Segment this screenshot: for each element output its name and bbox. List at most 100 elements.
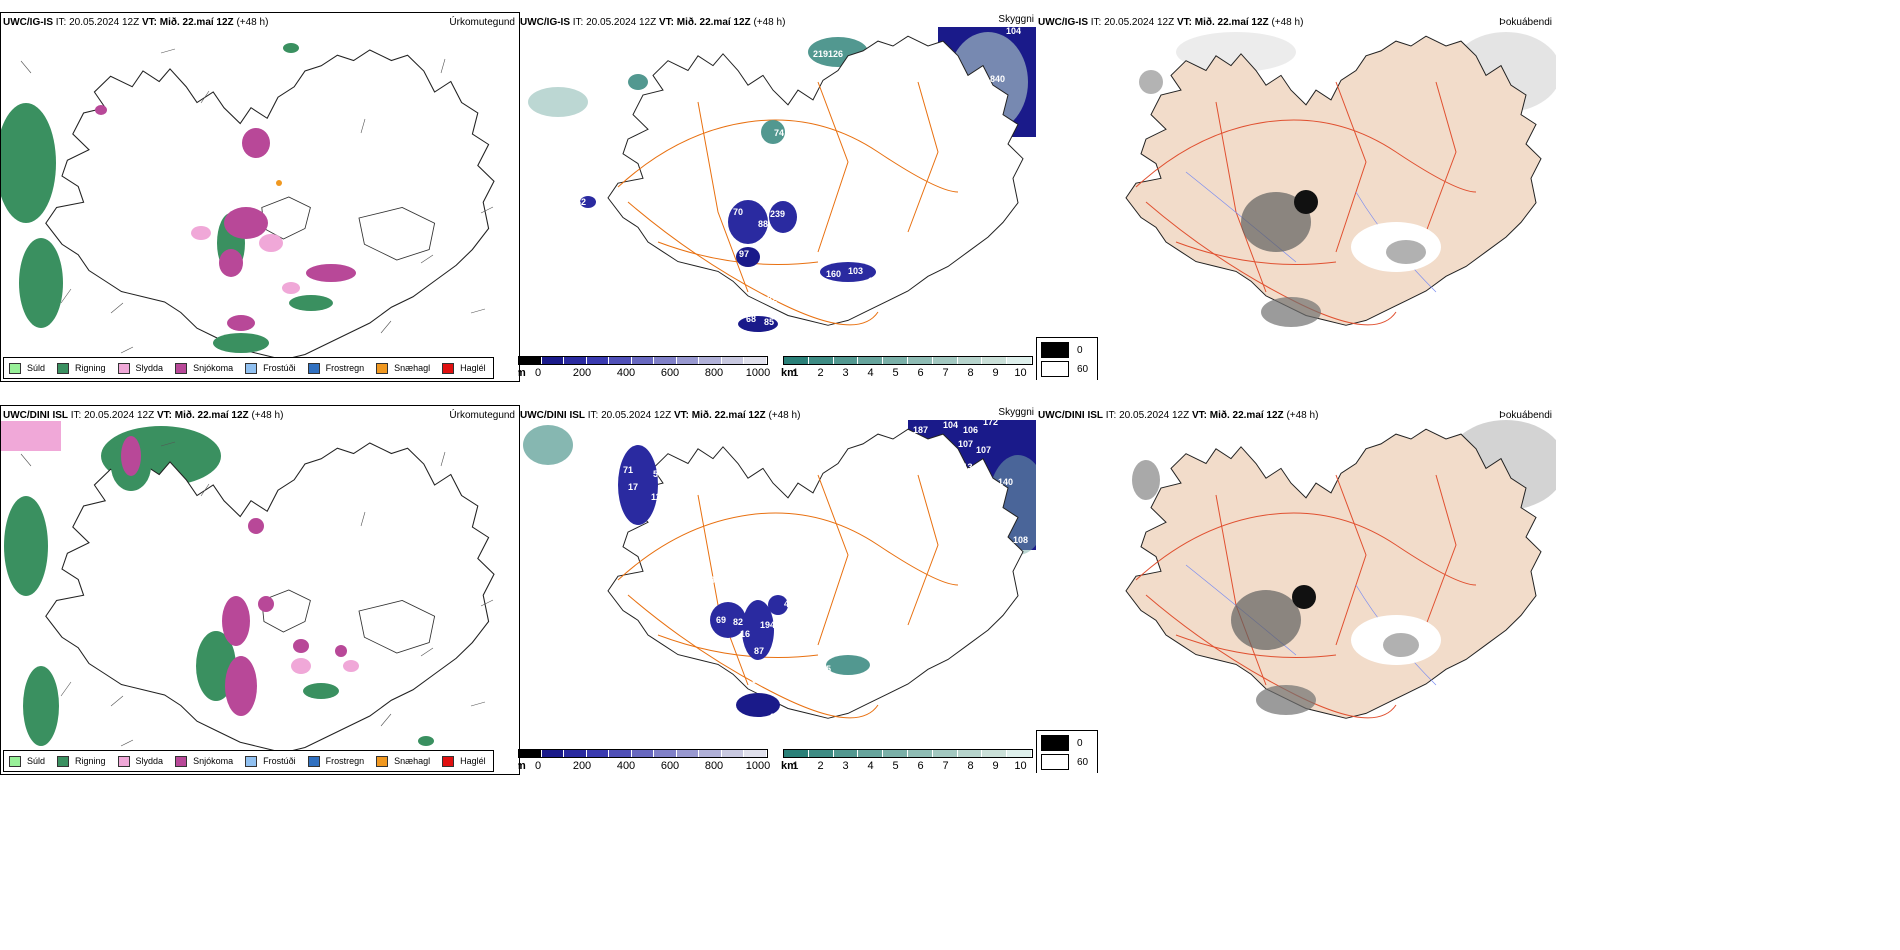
legend-item-freezing-rain: Frostregn: [307, 362, 364, 374]
legend-item-sleet: Slydda: [117, 362, 163, 374]
vis-label: 160: [826, 269, 841, 279]
vis-label: 74: [774, 128, 784, 138]
road-network: [617, 474, 959, 719]
scale-swatch: [833, 357, 859, 364]
vis-label: 106: [963, 425, 978, 435]
vis-label: 69: [716, 615, 726, 625]
scale-swatch: [957, 750, 983, 757]
vis-label: 70: [733, 207, 743, 217]
scale-swatch: [932, 357, 958, 364]
scale-tick-label: 7: [942, 367, 949, 379]
panel-title: UWC/DINI ISL IT: 20.05.2024 12Z VT: Mið.…: [3, 410, 284, 421]
panel-title: UWC/DINI ISL IT: 20.05.2024 12Z VT: Mið.…: [1038, 410, 1319, 421]
cloud-map: 104 219 126 840 74 62 70 239 88 187 97 1…: [528, 26, 1036, 332]
legend-item-snow-grains: Snæhagl: [376, 362, 430, 374]
scale-tick-label: 2: [817, 760, 824, 772]
height-scale: m 0 200 400 600 800 1000: [518, 356, 771, 380]
precip-variable-name: Úrkomutegund: [449, 17, 515, 28]
scale-tick-label: 6: [917, 760, 924, 772]
scale-tick-label: 6: [917, 367, 924, 379]
scale-tick-label: 4: [867, 760, 874, 772]
scale-tick-label: 1000: [745, 367, 771, 379]
scale-tick-label: 200: [572, 367, 592, 379]
legend-item-drizzle: Súld: [9, 362, 45, 374]
scale-swatch: [609, 357, 632, 364]
vis-label: 126: [828, 49, 843, 59]
scale-tick-label: 7: [942, 760, 949, 772]
scale-swatch: [957, 357, 983, 364]
vis-label: 104: [943, 420, 958, 430]
legend-item-rain: Rigning: [57, 755, 106, 767]
precip-panel-row2: UWC/DINI ISL IT: 20.05.2024 12Z VT: Mið.…: [0, 405, 520, 775]
scale-swatch: [676, 750, 700, 757]
scale-tick-label: 400: [616, 760, 636, 772]
vis-label: 82: [767, 294, 777, 304]
scale-tick-label: 600: [660, 760, 680, 772]
scale-swatch: [721, 750, 745, 757]
scale-swatch: [744, 750, 768, 757]
legend-item-snow-grains: Snæhagl: [376, 755, 430, 767]
vis-label: 87: [754, 646, 764, 656]
fog-map: [1125, 420, 1556, 719]
precip-variable-name: Úrkomutegund: [449, 410, 515, 421]
scale-unit: m: [518, 367, 526, 379]
fog-variable-name: Þokuábendi: [1499, 410, 1552, 421]
vis-label: 17: [628, 482, 638, 492]
scale-swatch: [883, 357, 908, 364]
scale-swatch: [907, 750, 933, 757]
panel-title: UWC/IG-IS IT: 20.05.2024 12Z VT: Mið. 22…: [520, 17, 786, 28]
legend-item-drizzle: Súld: [9, 755, 45, 767]
scale-tick-label: 1: [792, 367, 799, 379]
vis-label: 187: [913, 425, 928, 435]
scale-swatch: [932, 750, 958, 757]
cloud-map: 104 106 187 172 107 107 113 137 140 146 …: [523, 417, 1036, 722]
vis-label: 187: [698, 219, 713, 229]
scale-swatch: [699, 750, 722, 757]
scale-swatch: [721, 357, 745, 364]
scale-tick-label: 0: [534, 760, 542, 772]
panel-title: UWC/IG-IS IT: 20.05.2024 12Z VT: Mið. 22…: [3, 17, 269, 28]
vis-label: 107: [976, 445, 991, 455]
vis-label: 62: [576, 197, 586, 207]
vis-label: 09: [752, 675, 762, 685]
scale-swatch: [586, 357, 610, 364]
scale-tick-label: 2: [817, 367, 824, 379]
vis-label: 840: [990, 74, 1005, 84]
vis-label: 71: [623, 465, 633, 475]
scale-tick-label: 3: [842, 367, 849, 379]
fog-areas: [1132, 460, 1441, 715]
scale-tick-label: 1: [792, 760, 799, 772]
scale-tick-label: 0: [534, 367, 542, 379]
scale-swatch: [519, 750, 542, 757]
precip-legend: Súld Rigning Slydda Snjókoma Frostúði Fr…: [3, 750, 494, 772]
vis-label: 194: [760, 620, 775, 630]
low-visibility-areas: [580, 74, 876, 332]
scale-tick-label: 10: [1014, 760, 1027, 772]
scale-swatch: [1007, 750, 1032, 757]
scale-swatch: [564, 750, 587, 757]
cloud-variable-name: Skyggni: [998, 14, 1034, 25]
wind-barbs: [20, 48, 494, 354]
vis-label: 03: [871, 662, 881, 672]
snow-areas: [121, 436, 347, 716]
scale-swatch: [883, 750, 908, 757]
vis-label: 172: [983, 417, 998, 427]
panel-title: UWC/DINI ISL IT: 20.05.2024 12Z VT: Mið.…: [520, 410, 801, 421]
scale-tick-label: 800: [704, 367, 724, 379]
scale-tick-label: 1000: [745, 760, 771, 772]
scale-swatch: [982, 357, 1008, 364]
scale-swatch: [676, 357, 700, 364]
scale-tick-label: 9: [992, 367, 999, 379]
vis-label: 140: [998, 477, 1013, 487]
scale-swatch: [654, 357, 677, 364]
vis-label: 146: [983, 505, 998, 515]
scale-swatch: [699, 357, 722, 364]
precip-legend: Súld Rigning Slydda Snjókoma Frostúði Fr…: [3, 357, 494, 379]
scale-tick-label: 600: [660, 367, 680, 379]
road-network: [617, 81, 959, 326]
cloud-panel-row1: UWC/IG-IS IT: 20.05.2024 12Z VT: Mið. 22…: [518, 12, 1036, 380]
scale-tick-label: 10: [1014, 367, 1027, 379]
scale-swatch: [858, 357, 884, 364]
fog-panel-row1: UWC/IG-IS IT: 20.05.2024 12Z VT: Mið. 22…: [1036, 12, 1556, 380]
legend-item-freezing-drizzle: Frostúði: [245, 362, 296, 374]
